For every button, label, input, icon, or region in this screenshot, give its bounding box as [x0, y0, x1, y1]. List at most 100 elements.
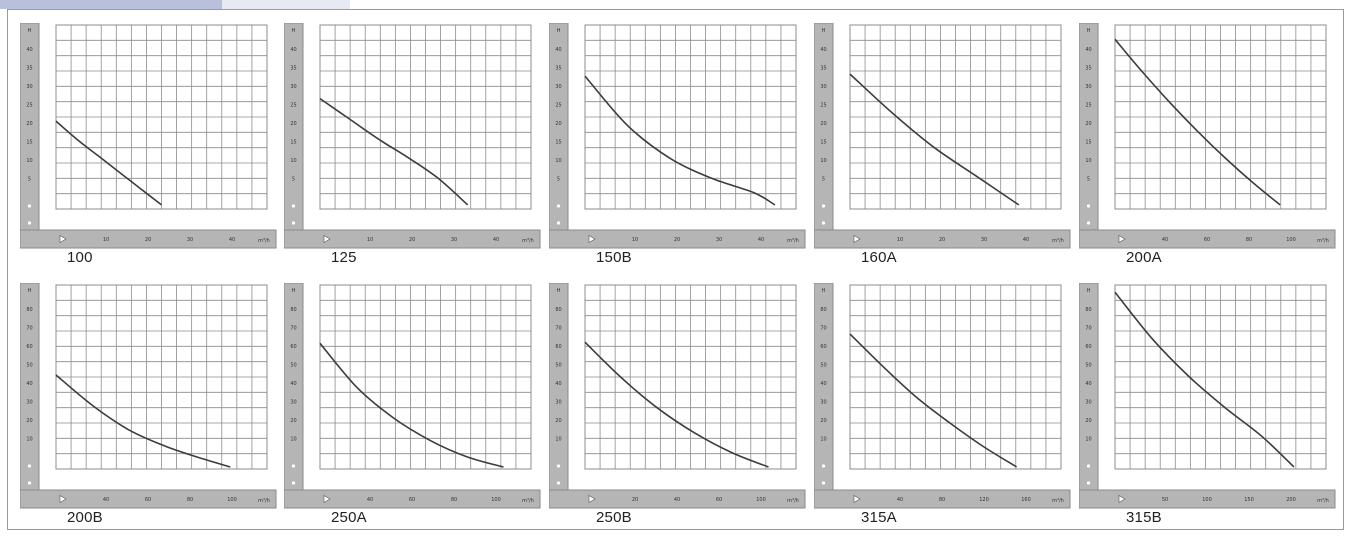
x-tick-label: 60 — [716, 497, 722, 503]
y-tick-label: 70 — [820, 326, 826, 332]
y-axis-label: H — [557, 288, 561, 294]
y-tick-label: 60 — [1085, 344, 1091, 350]
y-tick-label: 50 — [290, 363, 296, 369]
y-tick-label: 15 — [290, 140, 296, 146]
x-tick-label: 30 — [187, 237, 193, 243]
performance-curve — [584, 75, 776, 206]
x-axis-strip — [814, 489, 1071, 509]
performance-curve — [849, 333, 1018, 468]
marker-dot — [556, 221, 561, 225]
x-tick-label: 30 — [716, 237, 722, 243]
chart-svg: H 80 70 60 50 40 30 20 10 40 80 120 160 m³/h — [814, 283, 1071, 509]
y-axis-strip — [549, 283, 569, 509]
y-tick-label: 15 — [555, 140, 561, 146]
y-tick-label: 10 — [1085, 158, 1091, 164]
pump-curve-chart: H 80 70 60 50 40 30 20 10 40 60 80 100 m³/h 200B — [20, 283, 277, 545]
frame-corner — [285, 491, 302, 507]
x-unit-label: m³/h — [522, 238, 534, 244]
pump-curve-chart: H 80 70 60 50 40 30 20 10 40 80 120 160 m³/h 315A — [814, 283, 1071, 545]
pump-curve-chart: H 40 35 30 25 20 15 10 5 10 20 30 40 m³/h 150B — [549, 23, 806, 285]
marker-dot — [821, 221, 826, 225]
performance-curve — [1114, 291, 1295, 468]
y-tick-label: 60 — [820, 344, 826, 350]
x-tick-label: 80 — [187, 497, 193, 503]
y-tick-label: 5 — [822, 177, 825, 183]
x-tick-label: 160 — [1021, 497, 1031, 503]
x-tick-label: 100 — [1202, 497, 1212, 503]
y-tick-label: 20 — [820, 121, 826, 127]
pump-curve-chart: H 80 70 60 50 40 30 20 10 40 60 80 100 m³/h 250A — [284, 283, 541, 545]
y-tick-label: 40 — [290, 381, 296, 387]
x-tick-label: 100 — [491, 497, 501, 503]
marker-dot — [1086, 464, 1091, 468]
y-tick-label: 30 — [555, 400, 561, 406]
chart-svg: H 80 70 60 50 40 30 20 10 40 60 80 100 m³/h — [20, 283, 277, 509]
y-tick-label: 35 — [820, 66, 826, 72]
x-axis-strip — [1079, 229, 1336, 249]
marker-dot — [821, 204, 826, 208]
arrow-marker-icon — [853, 234, 861, 244]
y-tick-label: 40 — [820, 47, 826, 53]
x-axis-strip — [20, 229, 277, 249]
x-tick-label: 60 — [145, 497, 151, 503]
x-unit-label: m³/h — [258, 238, 270, 244]
y-tick-label: 35 — [26, 66, 32, 72]
y-tick-label: 60 — [555, 344, 561, 350]
frame-corner — [815, 231, 832, 247]
marker-dot — [556, 481, 561, 485]
y-tick-label: 25 — [555, 103, 561, 109]
performance-curve — [55, 120, 162, 206]
x-tick-label: 40 — [758, 237, 764, 243]
y-tick-label: 30 — [1085, 400, 1091, 406]
x-tick-label: 40 — [493, 237, 499, 243]
y-tick-label: 25 — [290, 103, 296, 109]
chart-model-label: 250B — [596, 509, 632, 526]
pump-curve-chart: H 40 35 30 25 20 15 10 5 10 20 30 40 m³/h 100 — [20, 23, 277, 285]
performance-curve — [849, 73, 1020, 206]
y-axis-strip — [20, 23, 40, 249]
y-tick-label: 15 — [1085, 140, 1091, 146]
y-tick-label: 25 — [820, 103, 826, 109]
x-tick-label: 20 — [145, 237, 151, 243]
x-axis-strip — [284, 229, 541, 249]
chart-svg: H 40 35 30 25 20 15 10 5 40 60 80 100 m³/h — [1079, 23, 1336, 249]
frame-corner — [550, 491, 567, 507]
x-tick-label: 30 — [981, 237, 987, 243]
chart-model-label: 100 — [67, 249, 93, 266]
arrow-marker-icon — [323, 494, 331, 504]
x-unit-label: m³/h — [787, 498, 799, 504]
marker-dot — [1086, 204, 1091, 208]
y-tick-label: 10 — [26, 158, 32, 164]
y-tick-label: 10 — [820, 437, 826, 443]
x-tick-label: 40 — [674, 497, 680, 503]
y-axis-strip — [284, 23, 304, 249]
arrow-marker-icon — [588, 234, 596, 244]
y-tick-label: 80 — [290, 307, 296, 313]
chart-model-label: 250A — [331, 509, 367, 526]
marker-dot — [1086, 481, 1091, 485]
y-axis-label: H — [1087, 28, 1091, 34]
x-unit-label: m³/h — [1052, 238, 1064, 244]
marker-dot — [821, 481, 826, 485]
y-tick-label: 80 — [1085, 307, 1091, 313]
x-tick-label: 40 — [103, 497, 109, 503]
y-tick-label: 20 — [26, 418, 32, 424]
chart-model-label: 125 — [331, 249, 357, 266]
y-tick-label: 35 — [290, 66, 296, 72]
x-axis-strip — [284, 489, 541, 509]
y-tick-label: 10 — [290, 158, 296, 164]
y-tick-label: 25 — [1085, 103, 1091, 109]
y-tick-label: 10 — [820, 158, 826, 164]
marker-dot — [556, 464, 561, 468]
x-tick-label: 50 — [1162, 497, 1168, 503]
arrow-marker-icon — [59, 234, 67, 244]
y-tick-label: 10 — [26, 437, 32, 443]
chart-model-label: 315A — [861, 509, 897, 526]
marker-dot — [821, 464, 826, 468]
top-tab-strip — [0, 0, 222, 9]
y-tick-label: 40 — [555, 381, 561, 387]
frame-corner — [1080, 231, 1097, 247]
y-axis-label: H — [292, 288, 296, 294]
x-tick-label: 60 — [1204, 237, 1210, 243]
y-axis-strip — [1079, 283, 1099, 509]
